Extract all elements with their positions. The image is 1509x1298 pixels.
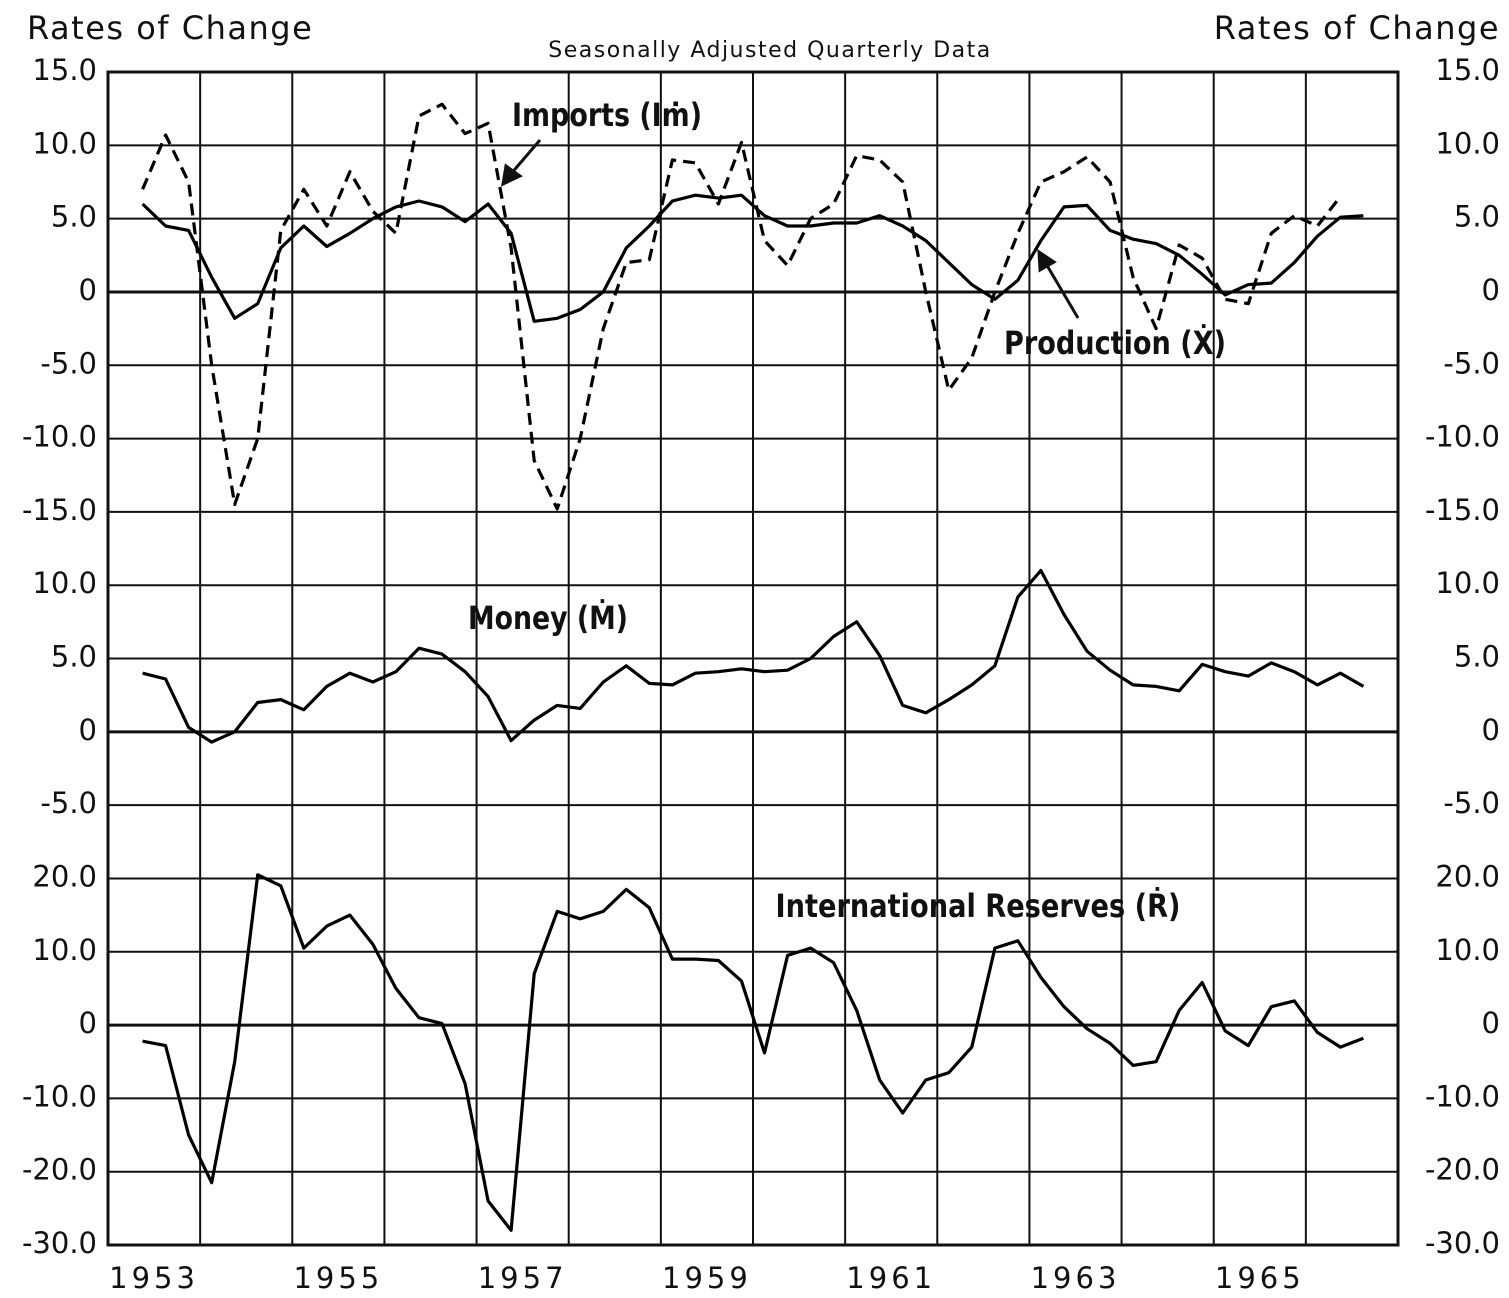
x-tick-label: 1965 xyxy=(1215,1261,1305,1295)
series-line xyxy=(142,873,1364,1232)
series-line xyxy=(142,568,1365,744)
y-tick-label-left: -20.0 xyxy=(22,1153,97,1187)
y-tick-label-right: 0 xyxy=(1482,1006,1500,1040)
y-tick-label-right: 10.0 xyxy=(1435,933,1500,967)
y-tick-label-right: 5.0 xyxy=(1454,640,1500,674)
arrowhead xyxy=(501,163,523,187)
y-tick-label-left: 5.0 xyxy=(51,640,97,674)
series-label: Imports (Iṁ) xyxy=(512,96,702,134)
y-tick-label-left: -5.0 xyxy=(40,786,97,820)
series-label: Money (Ṁ) xyxy=(468,599,628,637)
right-axis-title: Rates of Change xyxy=(1214,9,1500,47)
y-tick-label-right: -10.0 xyxy=(1425,1079,1500,1113)
annotation-arrows xyxy=(501,139,1080,319)
y-tick-label-left: 5.0 xyxy=(51,200,97,234)
y-tick-label-left: 0 xyxy=(79,713,97,747)
x-tick-label: 1963 xyxy=(1031,1261,1121,1295)
plot-frame xyxy=(106,70,1400,1247)
series-label: Production (Ẋ) xyxy=(1004,324,1226,362)
subtitle: Seasonally Adjusted Quarterly Data xyxy=(548,38,991,63)
y-tick-label-right: -15.0 xyxy=(1425,493,1500,527)
y-tick-label-left: 0 xyxy=(79,273,97,307)
y-tick-label-right: -30.0 xyxy=(1425,1226,1500,1260)
y-tick-label-right: 5.0 xyxy=(1454,200,1500,234)
left-axis-title: Rates of Change xyxy=(27,9,313,47)
y-tick-label-right: 0 xyxy=(1482,713,1500,747)
y-tick-label-left: 0 xyxy=(79,1006,97,1040)
y-tick-label-left: 10.0 xyxy=(32,566,97,600)
y-tick-label-left: 10.0 xyxy=(32,933,97,967)
y-tick-label-left: 20.0 xyxy=(32,859,97,893)
y-tick-label-right: -5.0 xyxy=(1443,346,1500,380)
y-tick-label-right: -5.0 xyxy=(1443,786,1500,820)
y-tick-label-left: -10.0 xyxy=(22,1079,97,1113)
y-tick-label-right: 0 xyxy=(1482,273,1500,307)
y-tick-label-right: -20.0 xyxy=(1425,1153,1500,1187)
y-tick-label-right: 15.0 xyxy=(1435,53,1500,87)
arrow xyxy=(1043,261,1080,319)
x-tick-label: 1957 xyxy=(478,1261,568,1295)
y-tick-label-left: -30.0 xyxy=(22,1226,97,1260)
y-tick-label-right: 10.0 xyxy=(1435,126,1500,160)
x-tick-label: 1959 xyxy=(662,1261,752,1295)
x-tick-label: 1953 xyxy=(109,1261,199,1295)
series-line xyxy=(141,193,1364,323)
y-tick-label-left: -5.0 xyxy=(40,346,97,380)
series-label: International Reserves (Ṙ) xyxy=(776,887,1181,925)
y-tick-label-right: 10.0 xyxy=(1435,566,1500,600)
series-line xyxy=(141,102,1342,511)
y-tick-label-left: 15.0 xyxy=(32,53,97,87)
y-tick-label-left: -15.0 xyxy=(22,493,97,527)
x-tick-label: 1961 xyxy=(846,1261,936,1295)
y-tick-label-left: -10.0 xyxy=(22,420,97,454)
arrowhead xyxy=(1037,249,1057,273)
x-tick-label: 1955 xyxy=(293,1261,383,1295)
y-tick-label-right: 20.0 xyxy=(1435,859,1500,893)
y-tick-label-left: 10.0 xyxy=(32,126,97,160)
y-tick-label-right: -10.0 xyxy=(1425,420,1500,454)
